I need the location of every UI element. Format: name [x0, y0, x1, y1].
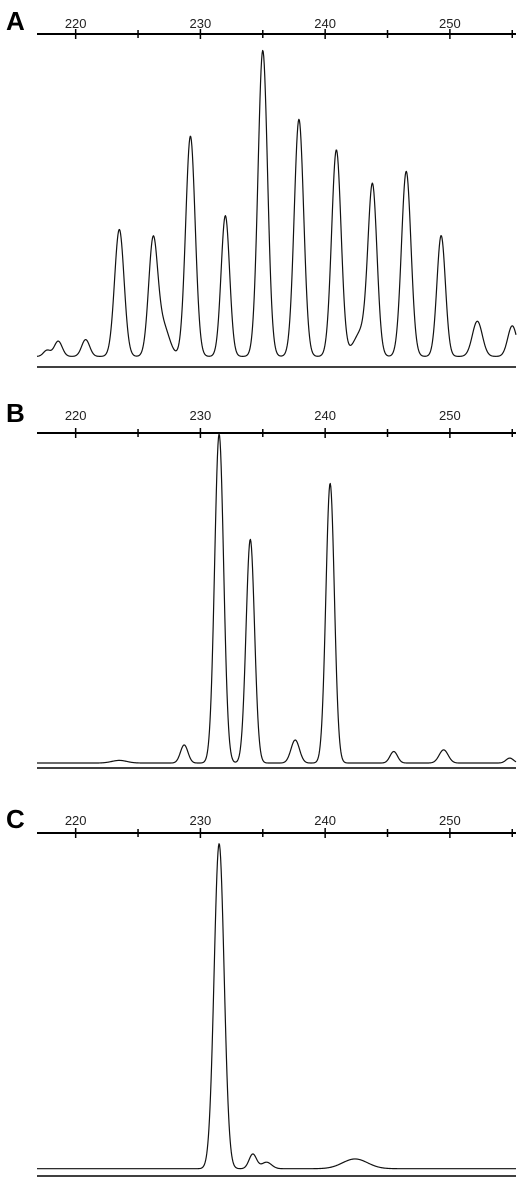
x-tick-label: 240 [314, 813, 336, 828]
panel-label: B [6, 398, 25, 428]
trace-line [36, 49, 517, 357]
x-tick-label: 240 [314, 408, 336, 423]
x-tick-label: 250 [439, 16, 461, 31]
peak-marker [361, 331, 362, 332]
panels: A 220 230 240 250 B 220 230 240 250 C 220 230 240 250 [6, 6, 517, 1177]
x-tick-label: 240 [314, 16, 336, 31]
peak-marker [162, 325, 163, 326]
x-tick-label: 220 [65, 16, 87, 31]
panel-b: B 220 230 240 250 [6, 398, 517, 769]
x-tick-label: 220 [65, 408, 87, 423]
x-tick-label: 230 [190, 408, 212, 423]
peak-marker [372, 191, 373, 192]
x-tick-label: 250 [439, 408, 461, 423]
x-tick-label: 230 [190, 813, 212, 828]
peak-marker [152, 244, 153, 245]
trace-line [36, 843, 517, 1170]
trace-line [36, 433, 517, 764]
x-tick-label: 250 [439, 813, 461, 828]
panel-c: C 220 230 240 250 [6, 804, 517, 1177]
panel-label: A [6, 6, 25, 36]
panel-a: A 220 230 240 250 [6, 6, 517, 368]
panel-label: C [6, 804, 25, 834]
x-tick-label: 230 [190, 16, 212, 31]
x-tick-label: 220 [65, 813, 87, 828]
